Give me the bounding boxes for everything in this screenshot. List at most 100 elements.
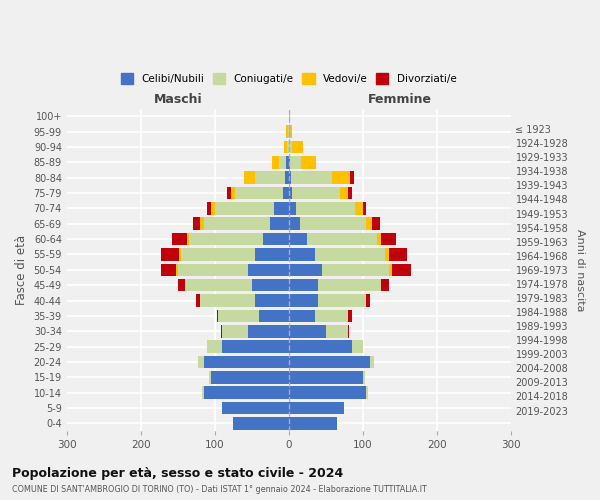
Bar (252, 279, 289, 291)
Bar (208, 340, 222, 353)
Bar (161, 264, 176, 276)
Bar (381, 233, 396, 245)
Text: COMUNE DI SANT'AMBROGIO DI TORINO (TO) - Dati ISTAT 1° gennaio 2024 - Elaborazio: COMUNE DI SANT'AMBROGIO DI TORINO (TO) -… (12, 486, 427, 494)
Bar (193, 218, 200, 230)
Bar (289, 386, 367, 399)
Bar (367, 218, 372, 230)
Bar (235, 187, 283, 200)
Bar (200, 294, 256, 307)
Bar (289, 187, 292, 200)
Bar (326, 325, 348, 338)
Bar (256, 172, 285, 184)
Bar (389, 248, 407, 261)
Bar (283, 187, 289, 200)
Text: Femmine: Femmine (368, 94, 431, 106)
Bar (370, 356, 374, 368)
Bar (348, 310, 352, 322)
Bar (289, 402, 344, 414)
Bar (289, 172, 291, 184)
Bar (289, 371, 362, 384)
Bar (181, 248, 256, 261)
Bar (287, 141, 289, 154)
Bar (362, 371, 365, 384)
Bar (289, 417, 337, 430)
Bar (367, 386, 368, 399)
Bar (288, 126, 289, 138)
Bar (289, 356, 370, 368)
Bar (211, 202, 215, 214)
Bar (314, 248, 385, 261)
Bar (286, 126, 288, 138)
Bar (178, 264, 248, 276)
Bar (381, 279, 389, 291)
Bar (203, 218, 270, 230)
Bar (222, 325, 248, 338)
Bar (289, 264, 322, 276)
Bar (301, 156, 316, 168)
Bar (270, 218, 289, 230)
Bar (362, 202, 367, 214)
Text: Popolazione per età, sesso e stato civile - 2024: Popolazione per età, sesso e stato civil… (12, 468, 343, 480)
Bar (263, 233, 289, 245)
Bar (348, 325, 349, 338)
Bar (248, 264, 289, 276)
Bar (289, 233, 307, 245)
Bar (202, 386, 203, 399)
Bar (203, 356, 289, 368)
Bar (284, 141, 287, 154)
Bar (314, 310, 348, 322)
Bar (352, 340, 362, 353)
Bar (209, 371, 211, 384)
Bar (279, 156, 286, 168)
Bar (289, 340, 352, 353)
Legend: Celibi/Nubili, Coniugati/e, Vedovi/e, Divorziati/e: Celibi/Nubili, Coniugati/e, Vedovi/e, Di… (116, 69, 461, 88)
Bar (289, 294, 318, 307)
Y-axis label: Fasce di età: Fasce di età (15, 235, 28, 305)
Bar (318, 279, 381, 291)
Bar (185, 279, 252, 291)
Bar (187, 233, 189, 245)
Bar (203, 386, 289, 399)
Bar (272, 156, 279, 168)
Bar (291, 172, 332, 184)
Bar (208, 202, 211, 214)
Bar (217, 310, 218, 322)
Bar (296, 202, 355, 214)
Bar (256, 294, 289, 307)
Bar (292, 141, 304, 154)
Bar (377, 233, 381, 245)
Bar (248, 325, 289, 338)
Bar (289, 248, 314, 261)
Bar (289, 141, 292, 154)
Bar (292, 187, 340, 200)
Bar (332, 172, 350, 184)
Bar (176, 264, 178, 276)
Bar (289, 279, 318, 291)
Bar (300, 218, 367, 230)
Bar (290, 156, 301, 168)
Bar (322, 264, 389, 276)
Bar (348, 187, 352, 200)
Bar (385, 248, 389, 261)
Y-axis label: Anni di nascita: Anni di nascita (575, 228, 585, 311)
Bar (172, 233, 187, 245)
Bar (231, 187, 235, 200)
Bar (198, 356, 203, 368)
Bar (340, 187, 348, 200)
Bar (367, 294, 370, 307)
Bar (392, 264, 411, 276)
Bar (289, 156, 290, 168)
Bar (161, 248, 179, 261)
Bar (289, 126, 292, 138)
Bar (289, 218, 300, 230)
Bar (222, 340, 289, 353)
Bar (389, 264, 392, 276)
Bar (227, 187, 231, 200)
Bar (233, 417, 289, 430)
Bar (372, 218, 380, 230)
Bar (215, 202, 274, 214)
Bar (318, 294, 367, 307)
Bar (196, 294, 200, 307)
Bar (179, 248, 181, 261)
Bar (222, 402, 289, 414)
